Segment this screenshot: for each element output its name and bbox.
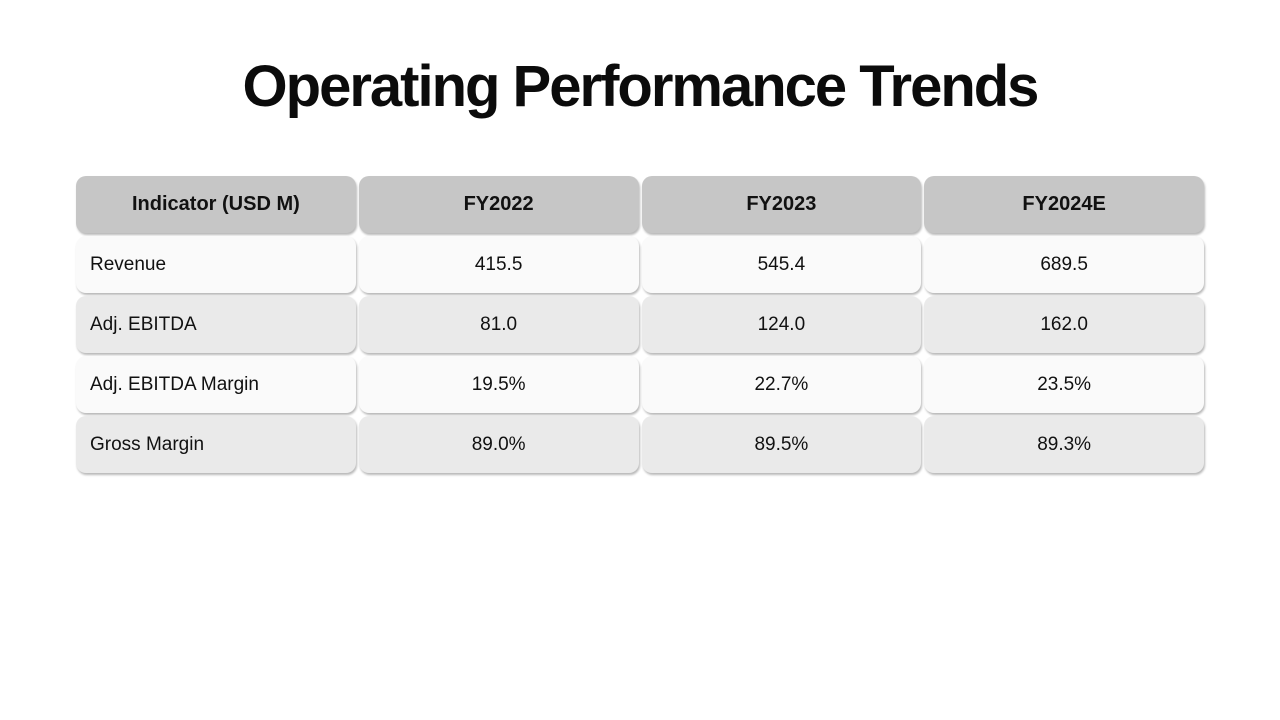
cell-adj-ebitda-fy2022: 81.0 <box>358 296 639 353</box>
row-label-adj-ebitda-margin: Adj. EBITDA Margin <box>76 356 356 413</box>
col-header-fy2024e: FY2024E <box>924 176 1204 233</box>
slide-title: Operating Performance Trends <box>242 54 1040 119</box>
col-header-fy2022: FY2022 <box>358 176 639 233</box>
row-label-revenue: Revenue <box>76 236 356 293</box>
cell-revenue-fy2022: 415.5 <box>358 236 639 293</box>
cell-adj-ebitda-margin-fy2024e: 23.5% <box>924 356 1204 413</box>
cell-adj-ebitda-margin-fy2023: 22.7% <box>641 356 922 413</box>
cell-gross-margin-fy2023: 89.5% <box>641 416 922 473</box>
cell-adj-ebitda-margin-fy2022: 19.5% <box>358 356 639 413</box>
cell-revenue-fy2024e: 689.5 <box>924 236 1204 293</box>
col-header-indicator: Indicator (USD M) <box>76 176 356 233</box>
row-label-adj-ebitda: Adj. EBITDA <box>76 296 356 353</box>
cell-gross-margin-fy2022: 89.0% <box>358 416 639 473</box>
operating-performance-table: Indicator (USD M) FY2022 FY2023 FY2024E … <box>76 176 1204 473</box>
col-header-fy2023: FY2023 <box>641 176 922 233</box>
cell-gross-margin-fy2024e: 89.3% <box>924 416 1204 473</box>
cell-revenue-fy2023: 545.4 <box>641 236 922 293</box>
row-label-gross-margin: Gross Margin <box>76 416 356 473</box>
cell-adj-ebitda-fy2023: 124.0 <box>641 296 922 353</box>
cell-adj-ebitda-fy2024e: 162.0 <box>924 296 1204 353</box>
